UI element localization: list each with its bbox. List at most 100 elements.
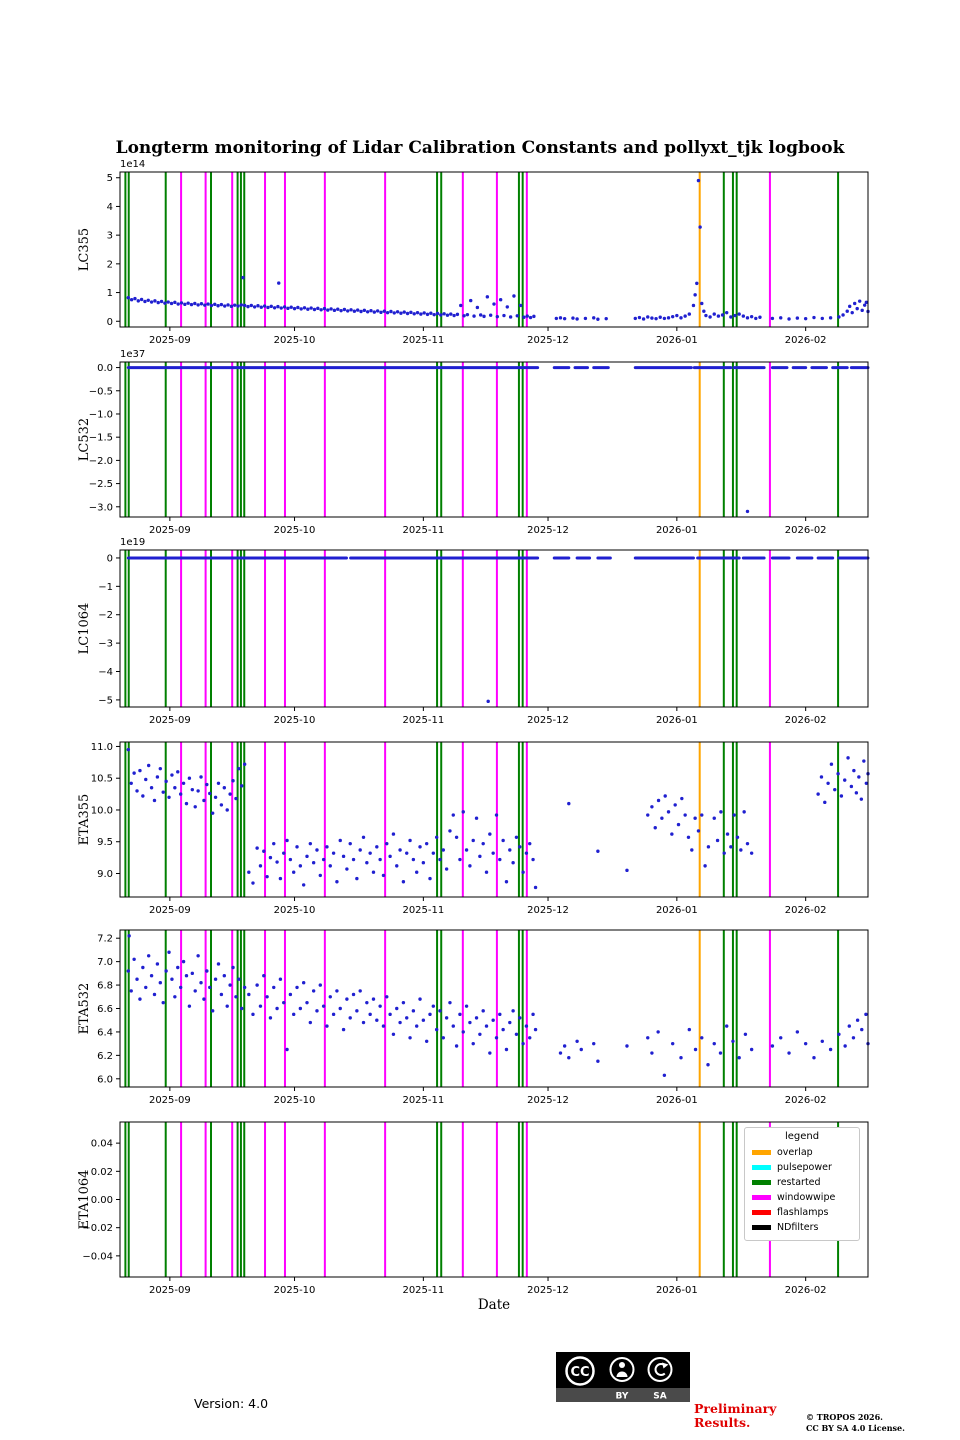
- svg-text:2025-10: 2025-10: [274, 715, 316, 726]
- version-text: Version: 4.0: [194, 1396, 269, 1411]
- svg-text:0.00: 0.00: [91, 1195, 113, 1206]
- legend-item-windowwipe: windowwipe: [752, 1190, 852, 1205]
- svg-text:−0.02: −0.02: [82, 1223, 113, 1234]
- svg-text:0.02: 0.02: [91, 1167, 113, 1178]
- y-axis-title-LC1064: LC1064: [77, 603, 92, 655]
- x-ticks: 2025-09 2025-10 2025-11 2025-12 2026-01 2026-…: [149, 1087, 827, 1106]
- svg-text:6.8: 6.8: [97, 981, 113, 992]
- svg-text:−1.0: −1.0: [89, 409, 113, 420]
- y-ticks: 6.0 6.2 6.4 6.6 6.8 7.0 7.2: [97, 934, 120, 1085]
- svg-text:6.0: 6.0: [97, 1074, 113, 1085]
- svg-text:−2.5: −2.5: [89, 479, 113, 490]
- event-lines: [124, 362, 840, 517]
- pulsepower-color-swatch: [752, 1165, 771, 1170]
- by-person-icon: [609, 1357, 635, 1382]
- svg-text:2026-01: 2026-01: [656, 335, 698, 346]
- svg-text:−1: −1: [98, 582, 113, 593]
- legend-item-label: overlap: [777, 1147, 813, 1158]
- overlap-color-swatch: [752, 1150, 771, 1155]
- event-lines: [124, 550, 840, 707]
- svg-text:2025-10: 2025-10: [274, 905, 316, 916]
- flashlamps-color-swatch: [752, 1210, 771, 1215]
- sa-arrow-icon: [647, 1357, 673, 1382]
- svg-text:2025-10: 2025-10: [274, 525, 316, 536]
- legend-item-label: restarted: [777, 1177, 821, 1188]
- y-axis-title-LC532: LC532: [77, 418, 92, 461]
- svg-text:2025-11: 2025-11: [402, 525, 444, 536]
- x-axis-label: Date: [477, 1297, 511, 1313]
- svg-text:2025-11: 2025-11: [402, 715, 444, 726]
- y-axis-title-ETA1064: ETA1064: [77, 1170, 92, 1230]
- preliminary-results-note: Preliminary Results.: [694, 1401, 777, 1431]
- legend-item-label: flashlamps: [777, 1207, 829, 1218]
- svg-text:5: 5: [107, 173, 113, 184]
- ndfilters-color-swatch: [752, 1225, 771, 1230]
- svg-text:2026-02: 2026-02: [785, 1285, 827, 1296]
- svg-text:0.0: 0.0: [97, 363, 113, 374]
- subplot-LC355: 0 1 2 3 4 5 2025-09 2025-10 2025-11 2025-12 2026-0…: [77, 159, 870, 346]
- legend-item-overlap: overlap: [752, 1145, 852, 1160]
- event-lines: [124, 930, 840, 1087]
- x-ticks: 2025-09 2025-10 2025-11 2025-12 2026-01 2026-…: [149, 707, 827, 726]
- x-ticks: 2025-09 2025-10 2025-11 2025-12 2026-01 2026-…: [149, 897, 827, 916]
- svg-text:10.5: 10.5: [91, 774, 113, 785]
- svg-text:2025-12: 2025-12: [527, 1095, 569, 1106]
- legend: legend overlap pulsepower restarted wind…: [744, 1127, 860, 1241]
- svg-text:−0.04: −0.04: [82, 1251, 113, 1262]
- badge-strip: [556, 1388, 690, 1402]
- svg-text:7.2: 7.2: [97, 934, 113, 945]
- data-points: [126, 747, 870, 890]
- svg-text:2025-09: 2025-09: [149, 715, 191, 726]
- cc-letters: CC: [570, 1365, 589, 1380]
- svg-text:2025-11: 2025-11: [402, 1285, 444, 1296]
- svg-text:7.0: 7.0: [97, 957, 113, 968]
- svg-text:2026-01: 2026-01: [656, 1285, 698, 1296]
- scale-offset-label: 1e14: [120, 159, 145, 170]
- y-axis-title-LC355: LC355: [77, 228, 92, 271]
- svg-text:2025-12: 2025-12: [527, 905, 569, 916]
- windowwipe-color-swatch: [752, 1195, 771, 1200]
- axes-box: [119, 361, 869, 518]
- legend-title: legend: [784, 1131, 820, 1142]
- svg-text:2025-09: 2025-09: [149, 1095, 191, 1106]
- subplot-LC532: 0.0 −0.5 −1.0 −1.5 −2.0 −2.5 −3.0 2025-09 2025-1…: [77, 349, 870, 536]
- svg-text:3: 3: [107, 231, 113, 242]
- svg-text:2026-02: 2026-02: [785, 905, 827, 916]
- svg-text:4: 4: [107, 202, 113, 213]
- svg-text:2: 2: [107, 259, 113, 270]
- svg-text:6.4: 6.4: [97, 1027, 113, 1038]
- svg-text:2025-10: 2025-10: [274, 1095, 316, 1106]
- event-lines: [124, 742, 840, 897]
- svg-text:9.5: 9.5: [97, 837, 113, 848]
- x-ticks: 2025-09 2025-10 2025-11 2025-12 2026-01 2026-…: [149, 517, 827, 536]
- y-ticks: 0 1 2 3 4 5: [107, 173, 120, 328]
- svg-text:2025-11: 2025-11: [402, 1095, 444, 1106]
- copyright-note: © TROPOS 2026. CC BY SA 4.0 License.: [806, 1412, 905, 1433]
- svg-text:−2: −2: [98, 610, 113, 621]
- legend-item-pulsepower: pulsepower: [752, 1160, 852, 1175]
- cc-icon: CC: [565, 1356, 595, 1386]
- svg-text:2025-11: 2025-11: [402, 905, 444, 916]
- y-axis-title-ETA532: ETA532: [77, 983, 92, 1035]
- svg-text:2026-02: 2026-02: [785, 335, 827, 346]
- figure-title: Longterm monitoring of Lidar Calibration…: [115, 138, 845, 158]
- svg-text:9.0: 9.0: [97, 869, 113, 880]
- data-points: [126, 934, 870, 1077]
- svg-text:6.6: 6.6: [97, 1004, 113, 1015]
- y-axis-title-ETA355: ETA355: [77, 794, 92, 846]
- axes-box: [119, 741, 869, 898]
- svg-text:2026-01: 2026-01: [656, 905, 698, 916]
- legend-item-label: NDfilters: [777, 1222, 819, 1233]
- svg-text:−0.5: −0.5: [89, 386, 113, 397]
- svg-text:10.0: 10.0: [91, 805, 113, 816]
- svg-text:−1.5: −1.5: [89, 433, 113, 444]
- svg-text:0: 0: [107, 317, 113, 328]
- event-lines: [124, 172, 840, 327]
- svg-text:2026-02: 2026-02: [785, 525, 827, 536]
- y-ticks: 0.04 0.02 0.00 −0.02 −0.04: [82, 1139, 120, 1262]
- svg-text:2026-02: 2026-02: [785, 715, 827, 726]
